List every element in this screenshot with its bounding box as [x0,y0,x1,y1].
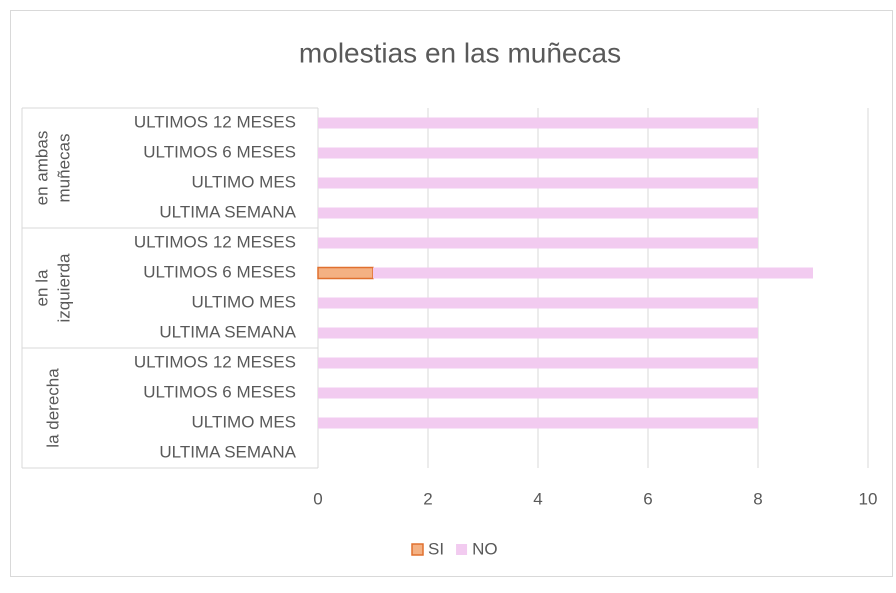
bar [318,357,758,369]
x-tick-label: 0 [313,489,322,508]
y-tick-label: ULTIMOS 6 MESES [143,142,296,161]
legend-label: SI [428,539,444,558]
bar [318,327,758,339]
y-tick-label: ULTIMOS 12 MESES [134,352,296,371]
x-tick-label: 4 [533,489,542,508]
bar [373,267,813,279]
bar [318,387,758,399]
y-tick-label: ULTIMO MES [191,172,296,191]
bar [318,297,758,309]
group-label: muñecas [54,134,73,203]
bar [318,117,758,129]
bar [318,147,758,159]
bar [317,266,374,280]
y-tick-label: ULTIMO MES [191,292,296,311]
group-label: izquierda [54,253,73,323]
chart-title: molestias en las muñecas [299,37,621,68]
y-tick-label: ULTIMO MES [191,412,296,431]
legend-label: NO [472,539,498,558]
bar [318,417,758,429]
bar [318,237,758,249]
y-tick-label: ULTIMA SEMANA [159,442,296,461]
x-tick-label: 6 [643,489,652,508]
legend-swatch [456,544,468,555]
legend-swatch [411,543,424,556]
bar [318,177,758,189]
x-tick-label: 10 [859,489,878,508]
group-label: en la [32,269,51,306]
x-tick-label: 8 [753,489,762,508]
group-label: la derecha [43,368,62,448]
y-tick-label: ULTIMA SEMANA [159,202,296,221]
group-label: en ambas [32,131,51,206]
chart-border [10,10,893,577]
x-tick-label: 2 [423,489,432,508]
y-tick-label: ULTIMOS 12 MESES [134,112,296,131]
bar [318,207,758,219]
y-tick-label: ULTIMOS 6 MESES [143,382,296,401]
y-tick-label: ULTIMOS 6 MESES [143,262,296,281]
y-tick-label: ULTIMOS 12 MESES [134,232,296,251]
y-tick-label: ULTIMA SEMANA [159,322,296,341]
